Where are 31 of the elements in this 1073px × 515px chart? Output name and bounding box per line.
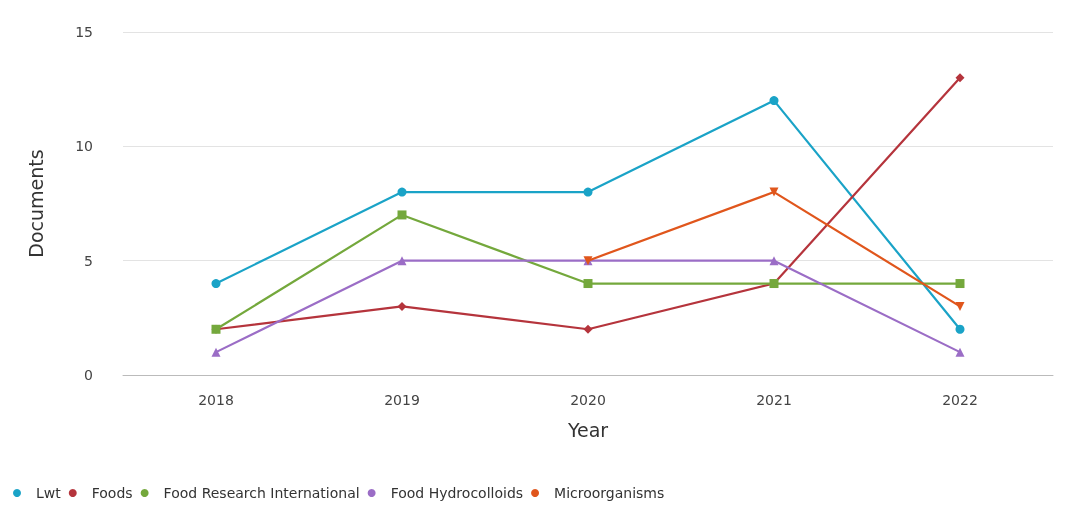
x-axis-title: Year [566, 418, 609, 441]
point [955, 279, 965, 289]
x-tick-label: 2021 [756, 392, 792, 408]
point [955, 324, 965, 334]
y-tick-label: 0 [84, 367, 93, 383]
y-tick-label: 15 [75, 24, 93, 40]
point [583, 324, 593, 334]
legend-label: Foods [91, 485, 133, 501]
point [955, 73, 965, 83]
point [397, 210, 407, 220]
point [955, 347, 965, 357]
point [397, 301, 407, 311]
legend-label: Microorganisms [554, 485, 665, 501]
y-tick-label: 10 [75, 138, 93, 155]
x-tick-label: 2019 [384, 392, 420, 408]
x-tick-label: 2018 [198, 392, 234, 408]
x-tick-label: 2022 [942, 392, 978, 408]
y-tick-label: 5 [84, 252, 93, 269]
y-axis-title: Documents [24, 149, 47, 258]
point [397, 187, 407, 197]
point [583, 279, 593, 289]
point [211, 279, 221, 289]
legend-label: Food Hydrocolloids [390, 485, 524, 501]
point [211, 347, 221, 357]
point [397, 256, 407, 266]
point [769, 96, 779, 106]
legend-label: Food Research International [163, 485, 360, 501]
point [769, 256, 779, 266]
legend-label: Lwt [36, 485, 62, 501]
x-tick-label: 2020 [570, 392, 606, 408]
point [583, 187, 593, 197]
